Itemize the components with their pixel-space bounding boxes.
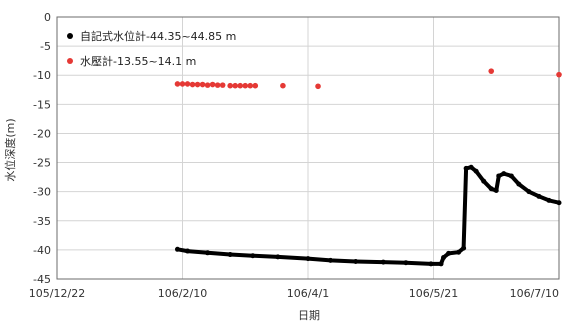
plot-frame <box>56 16 560 280</box>
series-piezometer <box>174 68 562 90</box>
legend-marker-logger <box>67 33 73 39</box>
data-point-piezometer <box>204 82 211 88</box>
data-point-logger <box>403 260 409 266</box>
data-point-logger <box>305 256 311 262</box>
y-tick-label: -15 <box>33 98 51 111</box>
data-point-logger <box>516 181 522 187</box>
data-point-piezometer <box>219 82 226 88</box>
y-tick-label: -30 <box>33 186 51 199</box>
x-tick-label: 106/2/10 <box>158 287 207 300</box>
data-point-logger <box>380 259 386 265</box>
data-point-logger <box>481 178 487 184</box>
data-point-logger <box>493 188 499 194</box>
data-point-piezometer <box>247 82 254 89</box>
data-point-logger <box>488 186 494 192</box>
data-point-logger <box>185 248 191 254</box>
y-tick-labels: 0 -5 -10 -15 -20 -25 -30 -35 -40 -45 <box>33 11 51 286</box>
data-point-piezometer <box>280 82 286 89</box>
data-point-piezometer <box>179 81 186 87</box>
x-axis-title: 日期 <box>298 309 320 322</box>
x-tick-labels: 105/12/22 106/2/10 106/4/1 106/5/21 106/7/10 <box>29 287 559 300</box>
x-tick-label: 106/5/21 <box>409 287 458 300</box>
x-tick-label: 105/12/22 <box>29 287 85 300</box>
data-point-logger <box>328 257 334 263</box>
data-point-logger <box>473 168 479 174</box>
data-point-logger <box>353 259 359 265</box>
data-point-piezometer <box>227 82 233 89</box>
data-point-logger <box>546 197 552 203</box>
x-tick-label: 106/4/1 <box>287 287 329 300</box>
data-point-logger <box>508 173 514 179</box>
data-point-piezometer <box>174 81 181 87</box>
data-point-logger <box>526 189 532 195</box>
data-point-piezometer <box>242 82 249 89</box>
data-point-piezometer <box>199 81 206 88</box>
data-point-piezometer <box>184 81 191 87</box>
data-point-piezometer <box>232 82 239 89</box>
y-tick-label: -25 <box>33 157 51 170</box>
y-tick-label: -20 <box>33 127 51 140</box>
data-point-piezometer <box>315 83 321 90</box>
data-point-logger <box>275 254 281 260</box>
data-point-logger <box>205 250 211 256</box>
data-point-logger <box>496 173 502 179</box>
y-tick-label: 0 <box>44 11 51 24</box>
data-point-logger <box>441 254 447 260</box>
data-point-piezometer <box>214 82 221 88</box>
y-tick-label: -5 <box>40 40 51 53</box>
legend-label-logger: 自記式水位計-44.35~44.85 m <box>80 29 236 43</box>
data-point-piezometer <box>189 81 196 88</box>
data-point-logger <box>556 200 562 206</box>
x-tick-label: 106/7/10 <box>510 287 559 300</box>
data-point-piezometer <box>252 82 259 89</box>
data-point-logger <box>461 245 467 251</box>
series-logger <box>174 164 562 267</box>
legend: 自記式水位計-44.35~44.85 m 水壓計-13.55~14.1 m <box>67 29 236 68</box>
y-tick-label: -35 <box>33 215 51 228</box>
data-point-logger <box>456 249 462 255</box>
data-point-logger <box>174 246 180 252</box>
data-point-piezometer <box>488 68 495 74</box>
data-point-logger <box>463 165 469 171</box>
y-tick-label: -40 <box>33 244 51 257</box>
data-point-piezometer <box>194 81 201 88</box>
data-point-logger <box>438 261 444 267</box>
data-point-piezometer <box>556 71 562 78</box>
y-axis-title: 水位深度(m) <box>3 118 17 181</box>
data-point-logger <box>227 252 233 258</box>
y-tick-label: -10 <box>33 69 51 82</box>
y-tick-label: -45 <box>33 273 51 286</box>
data-point-logger <box>250 253 256 259</box>
data-point-logger <box>446 250 452 256</box>
data-point-logger <box>536 193 542 199</box>
data-point-logger <box>428 261 434 267</box>
data-point-piezometer <box>237 82 244 89</box>
data-point-logger <box>501 171 507 177</box>
legend-marker-piezometer <box>67 58 73 64</box>
data-point-logger <box>468 164 474 170</box>
legend-label-piezometer: 水壓計-13.55~14.1 m <box>80 54 196 68</box>
data-point-piezometer <box>209 81 216 88</box>
